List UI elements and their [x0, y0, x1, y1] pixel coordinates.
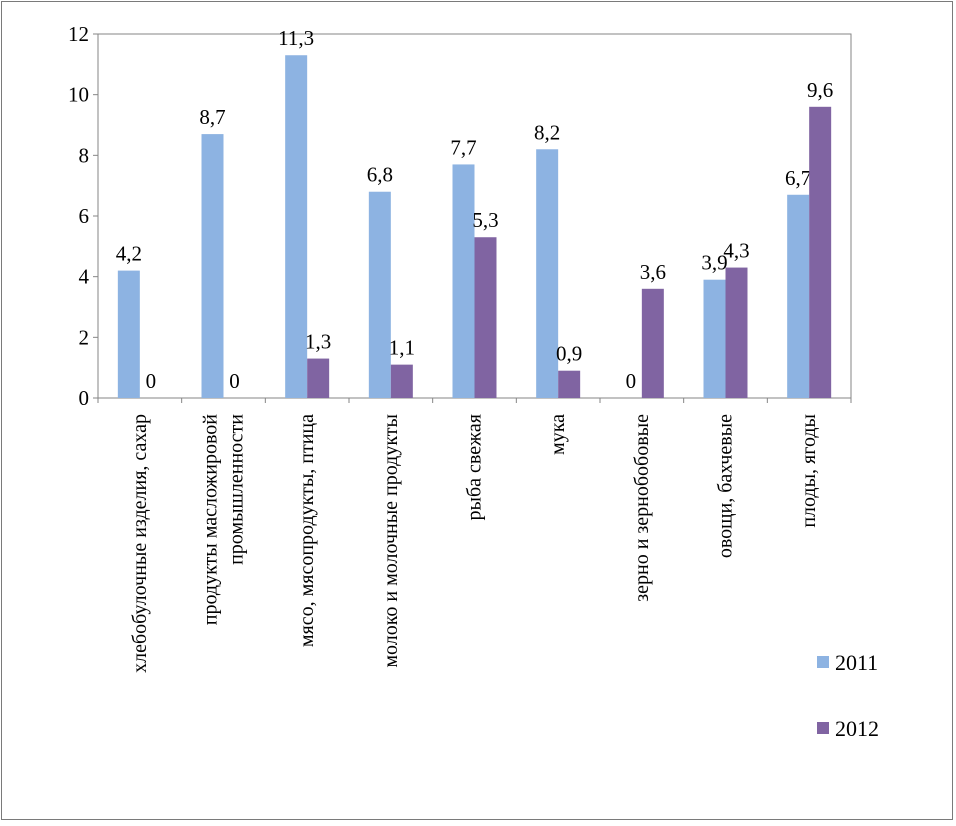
y-tick-label: 4 — [79, 265, 90, 289]
data-label-2012: 4,3 — [723, 239, 749, 263]
data-label-2011: 4,2 — [116, 242, 142, 266]
y-tick-label: 12 — [68, 22, 89, 46]
bar-2011 — [117, 270, 140, 398]
bar-2012 — [474, 237, 497, 398]
legend-label-2012: 2012 — [835, 716, 879, 741]
data-label-2012: 3,6 — [640, 260, 666, 284]
x-category-label: плоды, ягоды — [798, 414, 820, 528]
x-category-label: зерно и зернобобовые — [631, 414, 653, 602]
data-label-2011: 6,8 — [367, 163, 393, 187]
bar-2012 — [390, 364, 413, 398]
y-tick-label: 0 — [79, 386, 90, 410]
data-label-2012: 0,9 — [556, 342, 582, 366]
bar-2011 — [285, 55, 308, 398]
data-label-2012: 0 — [146, 369, 157, 393]
y-tick-label: 2 — [79, 325, 90, 349]
x-category-label: молоко и молочные продукты — [380, 414, 402, 668]
x-category-label: мясо, мясопродукты, птица — [296, 414, 318, 647]
bar-2012 — [725, 267, 748, 398]
x-category-label: хлебобулочные изделия, сахар — [129, 414, 151, 673]
bar-2011 — [452, 164, 475, 398]
data-label-2012: 0 — [229, 369, 240, 393]
data-label-2011: 8,7 — [199, 105, 225, 129]
data-label-2011: 11,3 — [278, 26, 314, 50]
bar-2011 — [787, 194, 810, 398]
bar-2011 — [703, 279, 726, 398]
bar-2012 — [641, 288, 664, 398]
bar-2012 — [307, 358, 330, 398]
x-category-label: рыба свежая — [464, 414, 486, 520]
y-tick-label: 8 — [79, 143, 90, 167]
data-label-2011: 7,7 — [450, 135, 476, 159]
legend-swatch-2012 — [817, 722, 829, 734]
data-label-2011: 3,9 — [701, 251, 727, 275]
bar-2011 — [536, 149, 559, 398]
legend-swatch-2011 — [817, 656, 829, 668]
data-label-2011: 8,2 — [534, 120, 560, 144]
bar-2012 — [809, 106, 832, 399]
x-category-label: промышленности — [226, 414, 248, 565]
y-tick-label: 6 — [79, 204, 90, 228]
data-label-2011: 0 — [626, 369, 637, 393]
legend-label-2011: 2011 — [835, 650, 878, 675]
y-tick-label: 10 — [68, 83, 89, 107]
data-label-2012: 1,3 — [305, 330, 331, 354]
data-label-2012: 1,1 — [389, 336, 415, 360]
data-label-2011: 6,7 — [785, 166, 811, 190]
data-label-2012: 9,6 — [807, 78, 833, 102]
bar-2011 — [201, 134, 224, 398]
bar-2012 — [558, 370, 581, 398]
x-category-label: мука — [547, 414, 569, 455]
x-category-label: овощи, бахчевые — [715, 414, 737, 558]
x-category-label: продукты масложировой — [200, 414, 222, 626]
data-label-2012: 5,3 — [472, 208, 498, 232]
bar-2011 — [368, 191, 391, 398]
